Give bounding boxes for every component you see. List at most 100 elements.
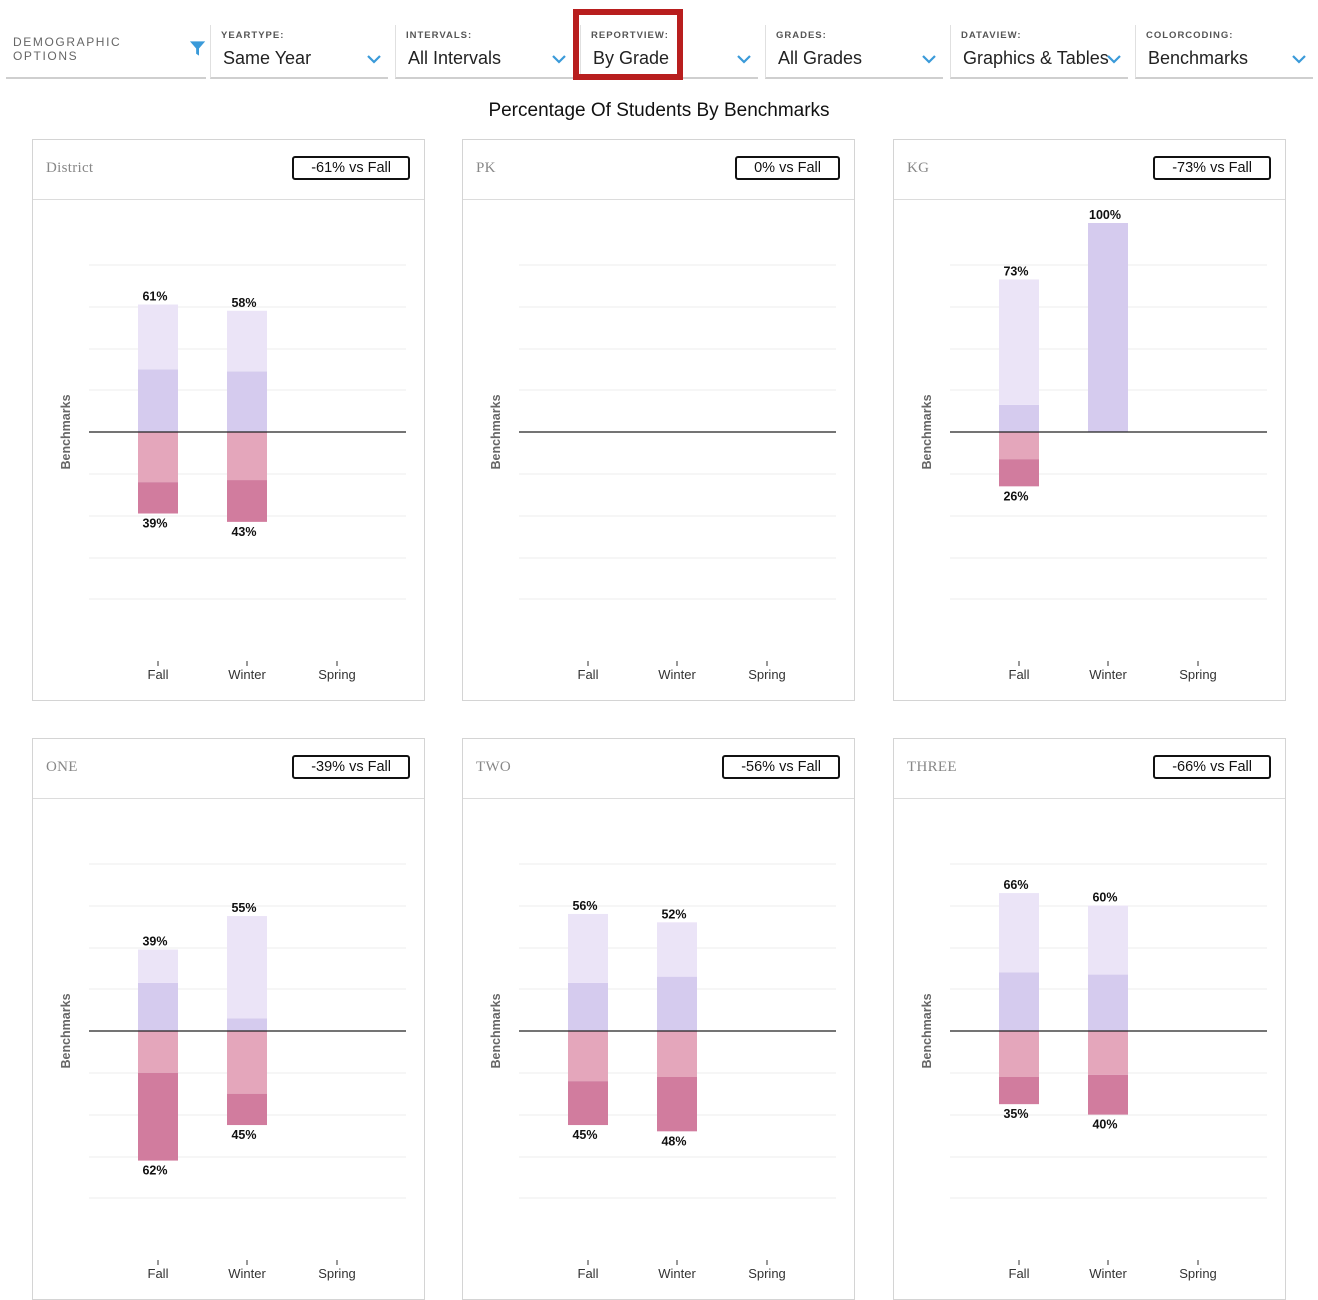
x-tick-label: Spring: [1179, 667, 1217, 682]
reportview-label: REPORTVIEW:: [591, 30, 669, 41]
bar-chart: Benchmarks Fall Winter Spring: [489, 264, 836, 682]
x-tick-label: Fall: [148, 667, 169, 682]
y-axis-label: Benchmarks: [489, 993, 503, 1068]
panel-header: PK 0% vs Fall: [463, 140, 854, 200]
colorcoding-label: COLORCODING:: [1146, 30, 1234, 41]
y-axis-label: Benchmarks: [489, 394, 503, 469]
bar-segment-below-outer: [138, 482, 178, 514]
chevron-down-icon: [922, 55, 936, 64]
report-toolbar: DEMOGRAPHIC OPTIONS YEARTYPE: Same Year …: [0, 0, 1318, 96]
x-tick-label: Spring: [318, 1266, 356, 1281]
filter-icon: [189, 41, 206, 56]
bar-segment-below-outer: [999, 459, 1039, 487]
grades-dropdown[interactable]: GRADES: All Grades: [765, 25, 943, 79]
data-label-above: 52%: [661, 907, 686, 921]
colorcoding-value: Benchmarks: [1148, 48, 1249, 68]
y-axis-label: Benchmarks: [920, 993, 934, 1068]
chart-panel-one: ONE -39% vs Fall Benchmarks Fall Winter Sprin…: [32, 738, 425, 1300]
data-label-above: 73%: [1003, 264, 1028, 278]
panel-header: ONE -39% vs Fall: [33, 739, 424, 799]
dataview-value: Graphics & Tables: [963, 48, 1109, 68]
panel-header: KG -73% vs Fall: [894, 140, 1285, 200]
data-label-below: 35%: [1003, 1107, 1028, 1121]
data-label-below: 40%: [1092, 1118, 1117, 1132]
bar-segment-below-outer: [999, 1076, 1039, 1105]
x-tick-label: Fall: [148, 1266, 169, 1281]
bar-segment-above-outer: [568, 913, 608, 983]
bar-segment-above-inner: [999, 972, 1039, 1031]
chevron-down-icon: [552, 55, 566, 64]
vs-fall-badge: -56% vs Fall: [722, 755, 840, 779]
data-label-below: 48%: [661, 1134, 686, 1148]
bar-segment-below-outer: [657, 1076, 697, 1132]
bar-segment-above-inner: [657, 976, 697, 1031]
data-label-above: 100%: [1089, 208, 1121, 222]
bar-segment-above-outer: [138, 949, 178, 983]
reportview-highlight-box: [573, 9, 683, 80]
reportview-value: By Grade: [593, 48, 670, 68]
data-label-below: 45%: [231, 1128, 256, 1142]
bar-segment-above-outer: [227, 916, 267, 1019]
bar-segment-above-inner: [138, 982, 178, 1031]
bar-segment-above-outer: [657, 922, 697, 977]
x-tick-label: Spring: [318, 667, 356, 682]
x-tick-label: Spring: [748, 1266, 786, 1281]
bar-segment-above-inner: [138, 369, 178, 432]
chart-panel-pk: PK 0% vs Fall Benchmarks Fall Winter Spring: [462, 139, 855, 701]
yeartype-value: Same Year: [223, 48, 312, 68]
page-title: Percentage Of Students By Benchmarks: [488, 100, 830, 121]
x-tick-label: Winter: [1089, 667, 1127, 682]
intervals-dropdown[interactable]: INTERVALS: All Intervals: [395, 25, 573, 79]
bar-chart: Benchmarks Fall Winter Spring 66% 35% 60% 40%: [920, 863, 1267, 1281]
bar-segment-below-inner: [1088, 1031, 1128, 1075]
y-axis-label: Benchmarks: [59, 993, 73, 1068]
demographic-options-button[interactable]: DEMOGRAPHIC OPTIONS: [6, 25, 206, 79]
bar-segment-below-outer: [138, 1072, 178, 1161]
bar-chart: Benchmarks Fall Winter Spring 39% 62% 55% 45%: [59, 863, 406, 1281]
panel-header: THREE -66% vs Fall: [894, 739, 1285, 799]
vs-fall-badge: -39% vs Fall: [292, 755, 410, 779]
panel-header: TWO -56% vs Fall: [463, 739, 854, 799]
x-tick-label: Fall: [1009, 667, 1030, 682]
panel-title: ONE: [46, 759, 78, 775]
bar-segment-below-outer: [227, 480, 267, 522]
chevron-down-icon: [367, 55, 381, 64]
bar-segment-above-inner: [1088, 974, 1128, 1031]
x-tick-label: Fall: [578, 667, 599, 682]
dataview-dropdown[interactable]: DATAVIEW: Graphics & Tables: [950, 25, 1128, 79]
data-label-below: 45%: [572, 1128, 597, 1142]
bar-segment-above-inner: [999, 404, 1039, 432]
vs-fall-badge: -66% vs Fall: [1153, 755, 1271, 779]
y-axis-label: Benchmarks: [59, 394, 73, 469]
bar-chart: Benchmarks Fall Winter Spring 61% 39% 58% 43%: [59, 264, 406, 682]
x-tick-label: Winter: [1089, 1266, 1127, 1281]
yeartype-dropdown[interactable]: YEARTYPE: Same Year: [210, 25, 388, 79]
bar-segment-below-inner: [999, 432, 1039, 460]
x-tick-label: Fall: [578, 1266, 599, 1281]
data-label-above: 55%: [231, 901, 256, 915]
bar-segment-below-outer: [227, 1093, 267, 1126]
bar-chart: Benchmarks Fall Winter Spring 73% 26% 100%: [920, 208, 1267, 682]
bar-segment-below-outer: [568, 1081, 608, 1126]
bar-segment-above-inner: [1088, 223, 1128, 432]
bar-segment-above-outer: [138, 304, 178, 370]
bar-segment-above-outer: [1088, 905, 1128, 975]
bar-segment-above-inner: [568, 982, 608, 1031]
bar-segment-below-inner: [568, 1031, 608, 1082]
data-label-above: 56%: [572, 899, 597, 913]
panel-title: KG: [907, 160, 930, 176]
dataview-label: DATAVIEW:: [961, 30, 1022, 41]
chevron-down-icon: [737, 55, 751, 64]
vs-fall-badge: 0% vs Fall: [735, 156, 840, 180]
x-tick-label: Fall: [1009, 1266, 1030, 1281]
panel-title: District: [46, 160, 94, 176]
bar-chart: Benchmarks Fall Winter Spring 56% 45% 52% 48%: [489, 863, 836, 1281]
data-label-above: 39%: [142, 934, 167, 948]
bar-segment-below-inner: [227, 432, 267, 481]
bar-segment-below-inner: [138, 432, 178, 483]
chevron-down-icon: [1107, 55, 1121, 64]
panel-title: PK: [476, 160, 496, 176]
x-tick-label: Spring: [1179, 1266, 1217, 1281]
chart-panel-district: District -61% vs Fall Benchmarks Fall Winter…: [32, 139, 425, 701]
colorcoding-dropdown[interactable]: COLORCODING: Benchmarks: [1135, 25, 1313, 79]
